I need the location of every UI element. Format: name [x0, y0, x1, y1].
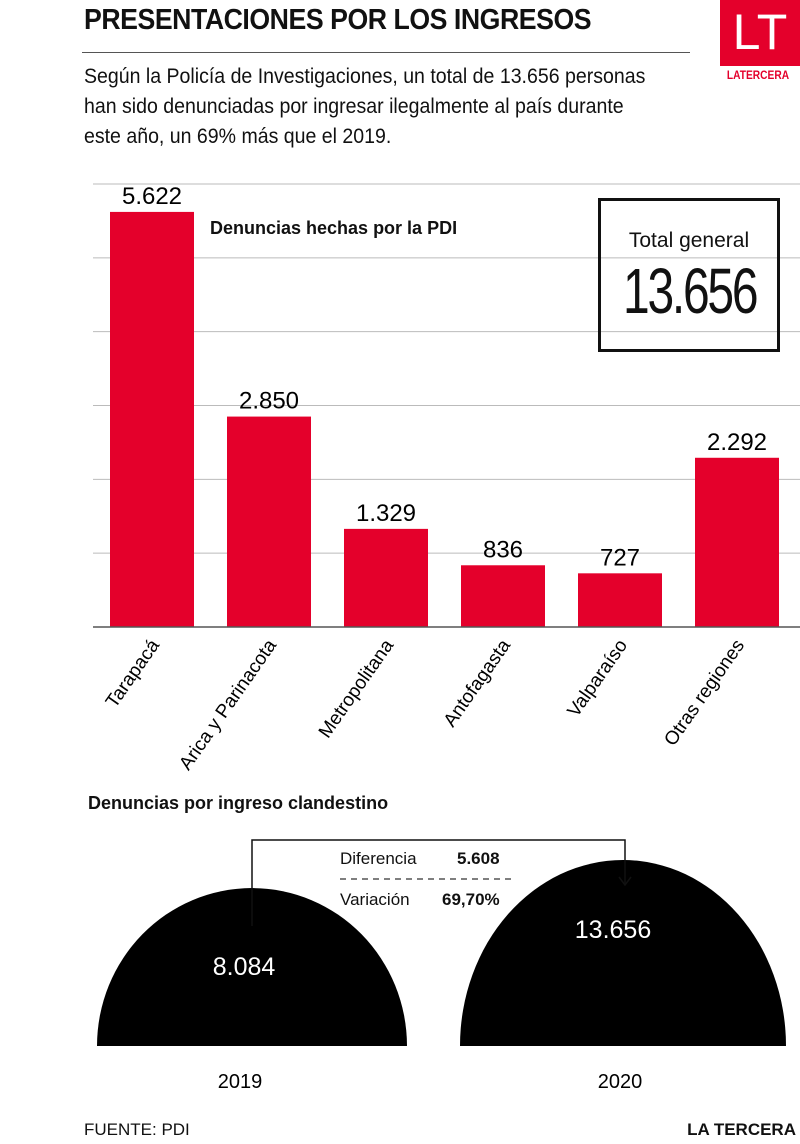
diff-value: 5.608 [457, 849, 500, 868]
year-2020: 2020 [598, 1071, 643, 1093]
bar [344, 528, 428, 627]
brand: LA TERCERA [687, 1120, 796, 1139]
dome-2020 [460, 860, 786, 1046]
var-label: Variación [340, 890, 410, 909]
total-box: Total general 13.656 [598, 198, 780, 352]
bar [695, 457, 779, 627]
var-value: 69,70% [442, 890, 500, 909]
connector-arrow [251, 839, 626, 926]
logo: LT [720, 0, 800, 66]
data-label: 2.292 [707, 429, 767, 456]
bottom-chart-title: Denuncias por ingreso clandestino [88, 793, 389, 813]
value-2019: 8.084 [213, 953, 276, 981]
source: FUENTE: PDI [84, 1120, 190, 1139]
total-value: 13.656 [623, 255, 759, 327]
dome-2019 [97, 888, 407, 1046]
bar [227, 416, 311, 627]
bar [461, 565, 545, 627]
bar [110, 211, 194, 627]
chart-title: Denuncias hechas por la PDI [210, 218, 458, 238]
x-tick-label: Tarapacá [102, 635, 164, 711]
x-tick-label: Otras regiones [660, 636, 749, 750]
data-label: 836 [483, 536, 523, 563]
x-tick-label: Arica y Parinacota [175, 635, 281, 774]
arrow-head-icon [618, 876, 632, 887]
x-tick-label: Valparaíso [564, 636, 633, 721]
logo-text: LATERCERA [726, 68, 790, 82]
data-label: 5.622 [122, 183, 182, 210]
data-label: 2.850 [239, 388, 299, 415]
page-title: PRESENTACIONES POR LOS INGRESOS [84, 4, 592, 36]
x-tick-label: Metropolitana [315, 635, 398, 742]
x-tick-label: Antofagasta [440, 635, 516, 730]
intro-text: Según la Policía de Investigaciones, un … [84, 65, 646, 148]
divider [82, 52, 690, 53]
total-label: Total general [628, 229, 750, 252]
year-2019: 2019 [218, 1071, 263, 1093]
bar [578, 573, 662, 627]
value-2020: 13.656 [575, 916, 651, 944]
diff-label: Diferencia [340, 849, 417, 868]
data-label: 727 [600, 544, 640, 571]
data-label: 1.329 [356, 500, 416, 527]
